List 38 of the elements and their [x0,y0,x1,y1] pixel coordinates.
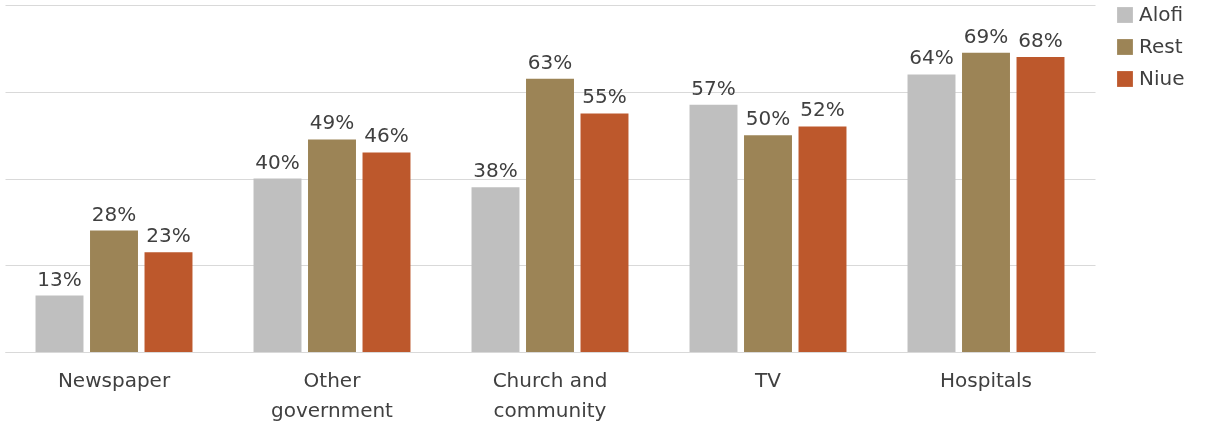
x-tick-label: Hospitals [939,367,1033,392]
bar [144,252,193,352]
data-label: 23% [146,223,191,248]
x-tick-label: Newspaper [57,367,171,392]
x-tick-label: Church and community [492,367,608,422]
bar [580,113,629,352]
bar [35,295,84,352]
bar [798,126,847,352]
legend-label: Niue [1139,66,1185,90]
bar [90,230,138,352]
legend-label: Rest [1139,34,1183,58]
bar [907,74,956,352]
x-tick-label: TV [754,367,782,392]
x-tick-label: Other government [271,367,394,422]
data-label: 63% [527,49,573,74]
data-label: 55% [582,84,627,109]
data-label: 68% [1018,28,1063,53]
bar [308,139,356,352]
data-label: 69% [963,23,1009,48]
bar [744,135,792,352]
data-label: 64% [909,45,954,70]
data-label: 57% [691,75,736,100]
legend-label: Alofi [1139,2,1184,26]
bar [471,187,520,352]
bar [253,178,302,352]
data-label: 28% [91,201,137,226]
data-label: 49% [309,110,355,135]
bar [689,104,738,352]
bar [962,52,1010,352]
data-label: 38% [473,158,518,183]
bar [362,152,411,352]
bar [1016,57,1065,352]
data-label: 13% [37,266,82,291]
data-label: 46% [364,123,409,148]
data-label: 50% [745,106,791,131]
data-label: 40% [255,149,300,174]
data-label: 52% [800,97,845,122]
bar [526,78,574,352]
